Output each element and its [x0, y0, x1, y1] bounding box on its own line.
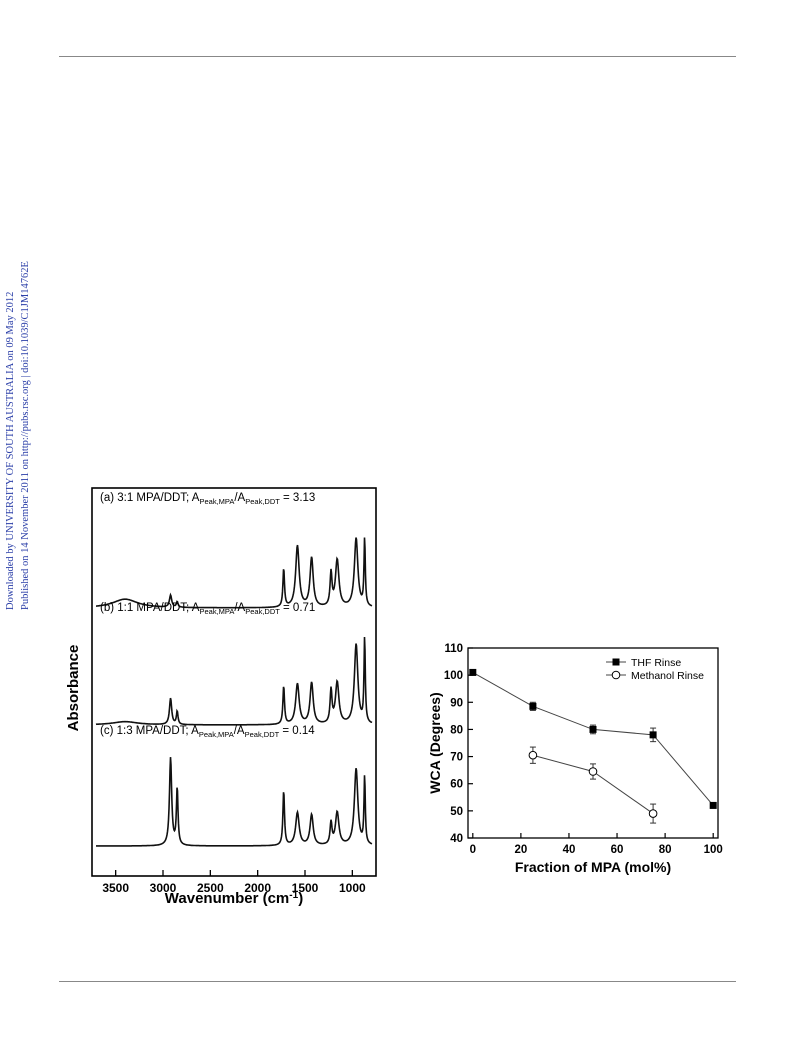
- wca-legend-label: THF Rinse: [631, 657, 681, 669]
- wca-y-axis-label: WCA (Degrees): [427, 692, 443, 793]
- wca-x-tick-label: 100: [704, 844, 723, 856]
- wca-x-axis-label: Fraction of MPA (mol%): [515, 859, 671, 875]
- wca-legend-label: Methanol Rinse: [631, 670, 704, 682]
- wca-x-tick-label: 80: [659, 844, 672, 856]
- wca-y-tick-label: 50: [450, 806, 463, 818]
- ftir-x-tick-label: 3500: [102, 881, 129, 895]
- wca-point-thf: [589, 725, 597, 733]
- wca-x-tick-label: 0: [470, 844, 476, 856]
- ftir-x-tick-label: 1500: [292, 881, 319, 895]
- wca-point-thf: [529, 702, 537, 710]
- download-note: Downloaded by UNIVERSITY OF SOUTH AUSTRA…: [5, 291, 16, 610]
- publication-note: Published on 14 November 2011 on http://…: [20, 261, 31, 610]
- wca-x-tick-label: 20: [514, 844, 527, 856]
- header-rule: [59, 56, 736, 57]
- wca-point-thf: [469, 668, 477, 676]
- wca-y-tick-label: 40: [450, 833, 463, 845]
- wca-y-tick-label: 60: [450, 779, 463, 791]
- wca-point-methanol: [528, 750, 538, 760]
- ftir-plot-frame: [91, 487, 377, 877]
- ftir-x-tick-label: 3000: [150, 881, 177, 895]
- ftir-series-b-label: (b) 1:1 MPA/DDT; APeak,MPA/APeak,DDT = 0…: [100, 602, 315, 616]
- ftir-x-tick-label: 1000: [339, 881, 366, 895]
- ftir-series-b-line: [95, 636, 373, 726]
- wca-plot-frame: [467, 647, 719, 839]
- ftir-series-c-line: [96, 757, 373, 847]
- wca-y-tick-label: 100: [444, 670, 463, 682]
- ftir-series-a-label: (a) 3:1 MPA/DDT; APeak,MPA/APeak,DDT = 3…: [100, 492, 315, 506]
- ftir-series-a-line: [96, 537, 373, 609]
- ftir-x-tick-label: 2500: [197, 881, 224, 895]
- wca-y-tick-label: 90: [450, 697, 463, 709]
- wca-series-line-0: [472, 671, 714, 806]
- wca-y-tick-label: 80: [450, 724, 463, 736]
- ftir-x-tick-label: 2000: [244, 881, 271, 895]
- ftir-x-axis-label: Wavenumber (cm-1): [165, 890, 303, 908]
- wca-x-tick-label: 60: [611, 844, 624, 856]
- ftir-series-c-label: (c) 1:3 MPA/DDT; APeak,MPA/APeak,DDT = 0…: [100, 725, 315, 739]
- footer-rule: [59, 981, 736, 982]
- wca-chart: 40 50 60 70 80 90 100 110 0 20 40 60 80 100 THF Rinse…: [427, 643, 723, 875]
- wca-x-tick-label: 40: [563, 844, 576, 856]
- wca-point-methanol: [588, 767, 598, 776]
- wca-point-thf: [649, 731, 657, 739]
- wca-point-thf: [709, 801, 717, 809]
- ftir-spectra-chart: (a) 3:1 MPA/DDT; APeak,MPA/APeak,DDT = 3…: [65, 487, 377, 908]
- wca-y-tick-label: 110: [444, 643, 463, 655]
- wca-legend-marker-methanol: [611, 670, 621, 680]
- ftir-y-axis-label: Absorbance: [65, 645, 82, 732]
- wca-point-methanol: [648, 809, 658, 818]
- wca-y-tick-label: 70: [450, 752, 463, 764]
- wca-legend-marker-thf: [612, 658, 620, 666]
